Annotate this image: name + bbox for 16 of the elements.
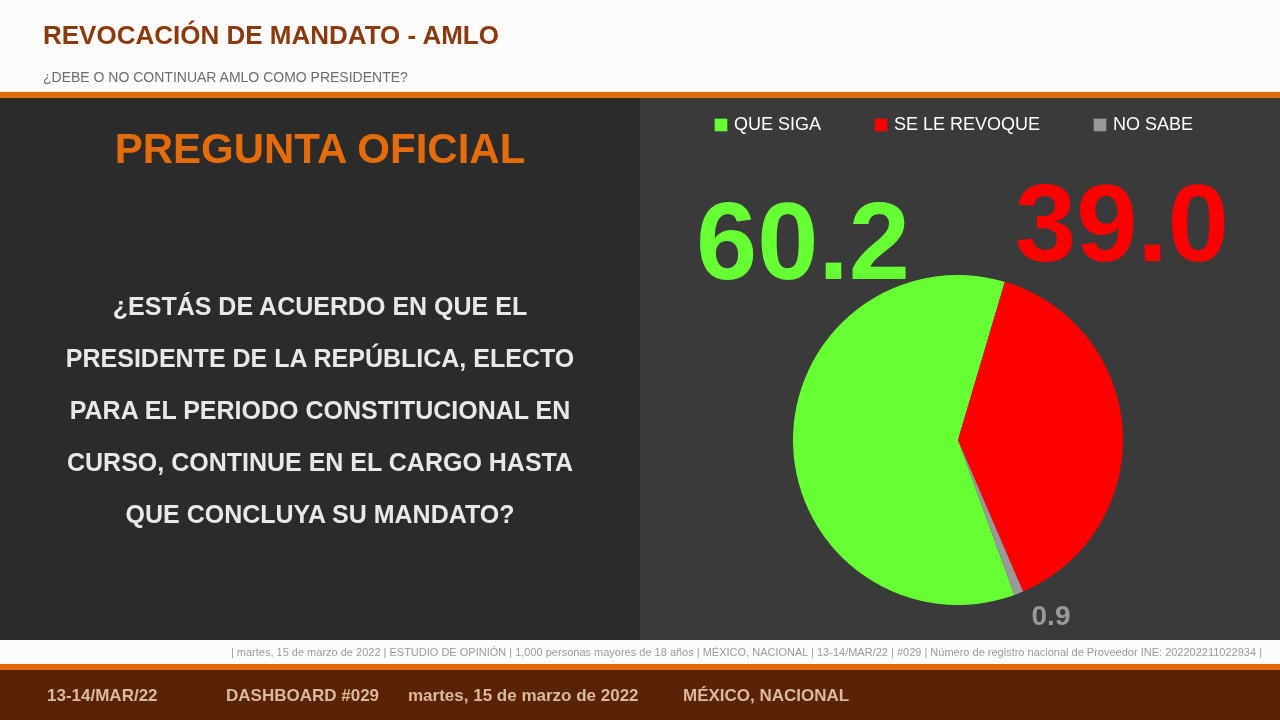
text: ¿DEBE O NO CONTINUAR AMLO COMO PRESIDENTE? <box>43 69 409 85</box>
legend-label: SE LE REVOQUE <box>894 114 1041 134</box>
data-label: 39.0 <box>1014 161 1230 284</box>
text: | martes, 15 de marzo de 2022 | ESTUDIO DE OPINIÓN | 1,000 personas mayores de 18 años | MÉXICO, NACIONAL | 13-14/MAR/22 | #029 | Número de registro nacional de Proveedor INE: 202202211022934 | <box>230 646 1262 658</box>
text: MÉXICO, NACIONAL <box>683 686 850 705</box>
text: REVOCACIÓN DE MANDATO - AMLO <box>43 20 499 50</box>
text: DASHBOARD #029 <box>226 686 380 705</box>
text: ¿ESTÁS DE ACUERDO EN QUE EL PRESIDENTE DE LA REPÚBLICA, ELECTO PARA EL PERIODO CONSTITUCIONAL EN CURSO, CONTINUE EN EL CARGO HASTA QUE CONCLUYA SU MANDATO? <box>65 292 575 528</box>
text: martes, 15 de marzo de 2022 <box>408 686 639 705</box>
pie-slice <box>958 281 1123 592</box>
text: PREGUNTA OFICIAL <box>114 125 526 172</box>
data-label: 0.9 <box>1031 600 1071 631</box>
data-label: 60.2 <box>695 179 911 302</box>
legend-label: QUE SIGA <box>734 114 822 134</box>
legend-label: NO SABE <box>1113 114 1194 134</box>
text: 13-14/MAR/22 <box>47 686 158 705</box>
